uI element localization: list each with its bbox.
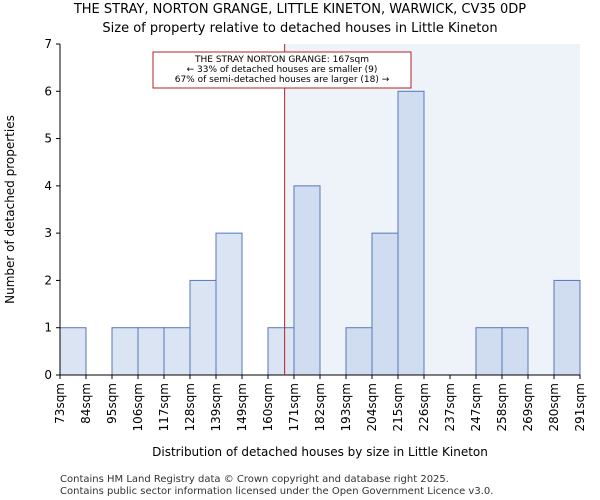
- bar-95sqm: [111, 327, 139, 376]
- x-axis-label: Distribution of detached houses by size …: [152, 445, 488, 459]
- x-tick-label: 237sqm: [443, 383, 457, 431]
- bar-171sqm: [293, 185, 321, 376]
- chart-subtitle: Size of property relative to detached ho…: [102, 21, 498, 36]
- y-tick-label: 3: [44, 226, 52, 240]
- bar-280sqm: [553, 279, 581, 376]
- x-tick-label: 280sqm: [547, 383, 561, 431]
- annotation-line-2: ← 33% of detached houses are smaller (9): [187, 65, 378, 75]
- footer-line-1: Contains HM Land Registry data © Crown c…: [60, 474, 449, 485]
- bar-73sqm: [59, 327, 87, 376]
- x-tick-label: 128sqm: [183, 383, 197, 431]
- bar-258sqm: [501, 327, 529, 376]
- chart-svg: 0 1 2 3 4 5 6 7 73sqm 84sqm 95sqm 106sqm 117sqm 128s…: [3, 37, 587, 459]
- highlight-region: [284, 44, 580, 375]
- footer-line-2: Contains public sector information licen…: [60, 486, 494, 497]
- x-tick-label: 95sqm: [105, 383, 119, 424]
- bars-group: [59, 90, 581, 376]
- y-ticks-group: 0 1 2 3 4 5 6 7: [44, 37, 60, 382]
- bar-204sqm: [371, 232, 399, 376]
- bar-160sqm: [267, 327, 295, 376]
- y-tick-label: 7: [44, 37, 52, 51]
- x-tick-label: 215sqm: [391, 383, 405, 431]
- x-tick-label: 193sqm: [339, 383, 353, 431]
- annotation-border: [152, 51, 412, 89]
- bar-215sqm: [397, 90, 425, 376]
- x-tick-label: 84sqm: [79, 383, 93, 424]
- annotation-line-1: THE STRAY NORTON GRANGE: 167sqm: [194, 55, 369, 65]
- x-tick-label: 204sqm: [365, 383, 379, 431]
- x-tick-label: 258sqm: [495, 383, 509, 431]
- x-tick-label: 149sqm: [235, 383, 249, 431]
- y-axis-label: Number of detached properties: [3, 115, 17, 304]
- y-tick-label: 5: [44, 132, 52, 146]
- x-tick-label: 247sqm: [469, 383, 483, 431]
- bar-117sqm: [163, 327, 191, 376]
- x-tick-label: 139sqm: [209, 383, 223, 431]
- x-tick-label: 106sqm: [131, 383, 145, 431]
- bar-247sqm: [475, 327, 503, 376]
- bar-106sqm: [137, 327, 165, 376]
- bar-193sqm: [345, 327, 373, 376]
- y-tick-label: 1: [44, 321, 52, 335]
- x-tick-label: 117sqm: [157, 383, 171, 431]
- x-tick-label: 171sqm: [287, 383, 301, 431]
- chart-title: THE STRAY, NORTON GRANGE, LITTLE KINETON…: [73, 2, 527, 17]
- annotation-box: THE STRAY NORTON GRANGE: 167sqm ← 33% of…: [152, 51, 412, 89]
- annotation-line-3: 67% of semi-detached houses are larger (…: [175, 75, 390, 85]
- bar-128sqm: [189, 279, 217, 376]
- bar-139sqm: [215, 232, 243, 376]
- x-tick-label: 291sqm: [573, 383, 587, 431]
- x-tick-label: 73sqm: [53, 383, 67, 424]
- x-tick-label: 182sqm: [313, 383, 327, 431]
- y-tick-label: 4: [44, 179, 52, 193]
- y-tick-label: 6: [44, 84, 52, 98]
- x-tick-label: 269sqm: [521, 383, 535, 431]
- x-tick-label: 160sqm: [261, 383, 275, 431]
- x-tick-label: 226sqm: [417, 383, 431, 431]
- y-tick-label: 0: [44, 368, 52, 382]
- y-tick-label: 2: [44, 273, 52, 287]
- x-ticks-group: 73sqm 84sqm 95sqm 106sqm 117sqm 128sqm 139sqm 1…: [53, 375, 587, 431]
